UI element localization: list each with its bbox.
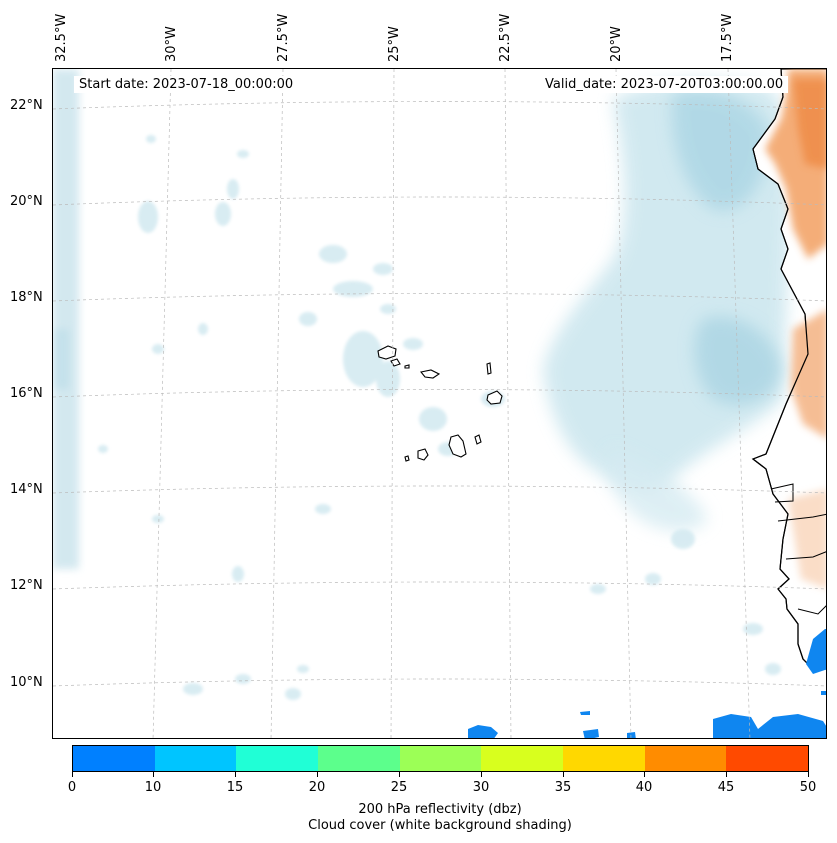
colorbar-sublabel: Cloud cover (white background shading)	[308, 818, 572, 833]
colorbar-tick-label-20: 20	[308, 780, 326, 795]
orange-shade-middle	[791, 310, 826, 438]
colorbar-segment-30-35	[481, 746, 564, 771]
guinea-border	[785, 551, 826, 560]
reflectivity-blue-patches	[468, 629, 826, 738]
lat-label-16n: 16°N	[10, 386, 43, 401]
gridline-lat-10n	[53, 678, 826, 687]
land-shading	[765, 69, 826, 589]
island-santiago	[448, 434, 467, 458]
colorbar-tick-label-40: 40	[635, 780, 653, 795]
colorbar-tick-label-10: 10	[144, 780, 162, 795]
gridline-lon-22-5w	[504, 69, 512, 738]
gridline-lat-12n	[53, 581, 826, 590]
blue-patch-bottom-center	[468, 725, 498, 738]
gridline-lon-27-5w	[270, 69, 284, 738]
lat-label-18n: 18°N	[10, 290, 43, 305]
gridlines	[53, 69, 826, 738]
colorbar-tick-10	[153, 772, 154, 777]
colorbar-tick-label-45: 45	[717, 780, 735, 795]
lon-label-27-5w: 27.5°W	[276, 13, 291, 62]
colorbar-label: 200 hPa reflectivity (dbz)	[358, 802, 522, 817]
colorbar-tick-30	[481, 772, 482, 777]
gridline-lon-17-5w	[727, 69, 751, 738]
lat-label-22n: 22°N	[10, 98, 43, 113]
guinea-bissau-border	[777, 513, 826, 522]
cape-verde-islands	[377, 345, 503, 462]
colorbar-segment-35-40	[563, 746, 645, 771]
colorbar-tick-45	[726, 772, 727, 777]
gridline-lat-16n	[53, 389, 826, 398]
colorbar-segment-10-15	[154, 746, 237, 771]
colorbar-tick-25	[399, 772, 400, 777]
island-santa-luzia	[404, 364, 410, 369]
colorbar-segment-25-30	[399, 746, 482, 771]
colorbar-segment-45-50	[726, 746, 809, 771]
colorbar-tick-15	[235, 772, 236, 777]
lon-label-30w: 30°W	[164, 26, 179, 62]
orange-shade-core	[793, 79, 826, 169]
africa-coastline	[751, 69, 814, 670]
lat-label-20n: 20°N	[10, 194, 43, 209]
island-boa-vista	[486, 390, 503, 405]
gridline-lon-20w	[615, 69, 632, 738]
lon-label-22-5w: 22.5°W	[498, 13, 513, 62]
colorbar-tick-label-0: 0	[67, 780, 77, 795]
blue-patch-right-speck	[821, 691, 826, 695]
island-brava	[404, 455, 410, 462]
start-date-label: Start date: 2023-07-18_00:00:00	[74, 76, 299, 93]
gridline-lat-22n	[53, 101, 826, 110]
blue-patch-bottom-right	[713, 714, 826, 738]
colorbar-segment-0-10	[73, 746, 155, 771]
colorbar-segment-15-20	[236, 746, 319, 771]
colorbar-tick-label-50: 50	[799, 780, 817, 795]
lat-label-12n: 12°N	[10, 578, 43, 593]
blue-patch-bottom-small-3	[627, 732, 636, 738]
colorbar-tick-label-30: 30	[472, 780, 490, 795]
gridline-lat-18n	[53, 293, 826, 302]
blue-patch-bottom-small-2	[583, 729, 599, 738]
colorbar-tick-label-25: 25	[390, 780, 408, 795]
colorbar-tick-35	[563, 772, 564, 777]
colorbar-tick-40	[644, 772, 645, 777]
gridline-lon-30w	[152, 69, 172, 738]
blue-patch-right-edge	[806, 629, 826, 674]
island-maio	[474, 434, 482, 445]
sierra-leone-coast	[797, 605, 826, 615]
gridline-lat-14n	[53, 485, 826, 494]
gambia-river-border	[770, 483, 794, 503]
colorbar-tick-50	[808, 772, 809, 777]
valid-date-label: Valid_date: 2023-07-20T03:00:00.00	[540, 76, 789, 93]
lon-label-20w: 20°W	[609, 26, 624, 62]
colorbar	[72, 745, 809, 772]
cloud-core-east	[694, 316, 783, 405]
lat-label-10n: 10°N	[10, 675, 43, 690]
cloud-band-south	[608, 449, 708, 532]
colorbar-tick-label-35: 35	[554, 780, 572, 795]
island-santo-antao	[377, 345, 397, 360]
lon-label-25w: 25°W	[387, 26, 402, 62]
orange-shade-south	[788, 489, 826, 589]
cloud-strip-west-inner	[55, 329, 69, 389]
colorbar-tick-0	[72, 772, 73, 777]
gridline-lat-20n	[53, 196, 826, 206]
colorbar-tick-20	[317, 772, 318, 777]
colorbar-segment-40-45	[644, 746, 727, 771]
island-sao-nicolau	[420, 369, 441, 379]
cloud-strip-west	[53, 69, 79, 569]
lon-label-32-5w: 32.5°W	[54, 13, 69, 62]
cloud-core-north	[672, 90, 769, 211]
map-canvas	[53, 69, 826, 738]
gridline-lon-25w	[390, 69, 395, 738]
lat-label-14n: 14°N	[10, 482, 43, 497]
colorbar-tick-label-15: 15	[226, 780, 244, 795]
blue-patch-bottom-small-1	[580, 711, 590, 715]
map-frame	[52, 68, 827, 739]
island-fogo	[417, 448, 429, 461]
island-sal	[486, 362, 492, 375]
colorbar-segment-20-25	[318, 746, 400, 771]
lon-label-17-5w: 17.5°W	[720, 13, 735, 62]
cloud-cover-shading	[53, 69, 793, 700]
